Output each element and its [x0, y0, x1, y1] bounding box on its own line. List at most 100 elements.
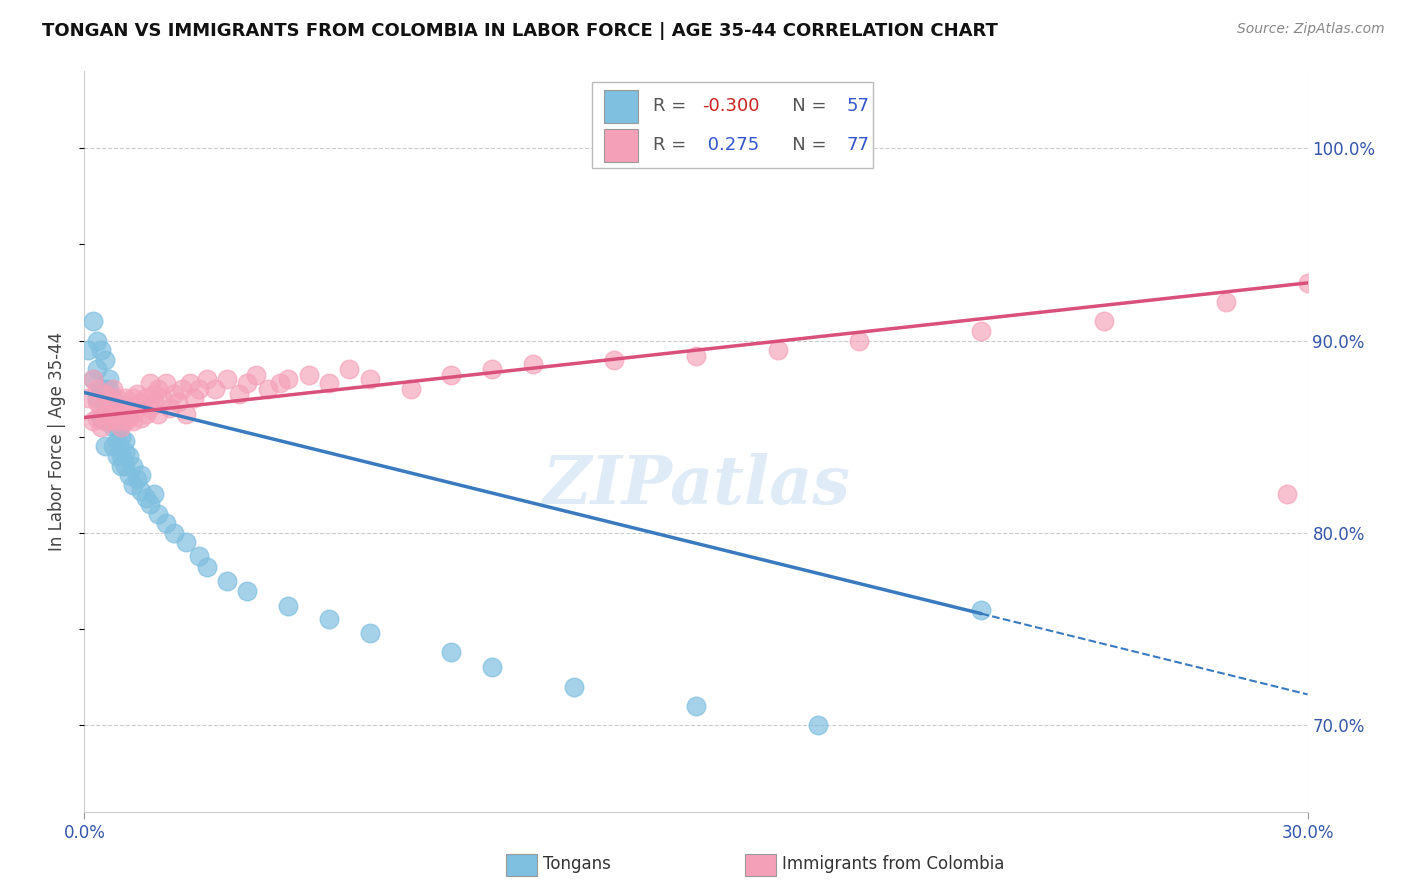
Text: 0.275: 0.275 [702, 136, 759, 154]
Point [195, 372, 218, 386]
Point [970, 324, 993, 338]
Point [179, 376, 201, 390]
Point [97, 414, 120, 428]
Point [155, 376, 177, 390]
Point [339, 362, 361, 376]
Point [101, 410, 124, 425]
Point [86, 410, 108, 425]
Point [93, 407, 115, 421]
Point [105, 434, 128, 448]
Point [105, 414, 128, 428]
Point [122, 478, 145, 492]
Point [481, 660, 503, 674]
Bar [605, 128, 638, 162]
Point [110, 430, 132, 444]
Point [86, 391, 108, 405]
Point [163, 387, 186, 401]
Point [142, 487, 165, 501]
Point [122, 391, 145, 405]
Text: -0.300: -0.300 [702, 97, 759, 115]
Point [86, 334, 108, 348]
Point [114, 391, 136, 405]
Point [155, 516, 177, 531]
Point [135, 391, 157, 405]
Point [110, 401, 132, 415]
Text: N =: N = [776, 97, 832, 115]
Point [138, 376, 160, 390]
Point [318, 612, 340, 626]
Point [146, 382, 169, 396]
Point [236, 583, 259, 598]
Point [93, 414, 115, 428]
Point [481, 362, 503, 376]
Point [440, 368, 463, 383]
Point [522, 357, 544, 371]
Point [183, 391, 205, 405]
Point [131, 395, 153, 409]
FancyBboxPatch shape [592, 82, 873, 168]
Point [131, 483, 153, 498]
Point [1092, 314, 1115, 328]
Point [77, 391, 100, 405]
Point [97, 401, 120, 415]
Text: 77: 77 [846, 136, 869, 154]
Point [138, 401, 160, 415]
Point [110, 449, 132, 463]
Point [217, 574, 239, 588]
Point [440, 645, 463, 659]
Text: Tongans: Tongans [543, 855, 610, 873]
Point [127, 387, 149, 401]
Point [685, 349, 707, 363]
Point [93, 352, 115, 367]
Point [93, 382, 115, 396]
Point [146, 407, 169, 421]
Point [318, 376, 340, 390]
Point [150, 391, 173, 405]
Text: TONGAN VS IMMIGRANTS FROM COLOMBIA IN LABOR FORCE | AGE 35-44 CORRELATION CHART: TONGAN VS IMMIGRANTS FROM COLOMBIA IN LA… [42, 22, 998, 40]
Point [101, 410, 124, 425]
Point [195, 560, 218, 574]
Point [82, 314, 104, 328]
Point [93, 439, 115, 453]
Text: R =: R = [654, 97, 692, 115]
Point [766, 343, 789, 358]
Point [807, 718, 830, 732]
Point [359, 626, 381, 640]
Point [118, 468, 141, 483]
Point [114, 414, 136, 428]
Point [228, 387, 250, 401]
Point [277, 599, 299, 613]
Point [131, 468, 153, 483]
Point [114, 458, 136, 473]
Point [269, 376, 291, 390]
Point [101, 420, 124, 434]
Point [97, 414, 120, 428]
Point [105, 391, 128, 405]
Point [105, 449, 128, 463]
Point [97, 382, 120, 396]
Point [257, 382, 280, 396]
Point [146, 507, 169, 521]
Point [187, 382, 209, 396]
Point [603, 352, 626, 367]
Point [105, 407, 128, 421]
Point [122, 414, 145, 428]
Point [97, 372, 120, 386]
Point [93, 410, 115, 425]
Text: R =: R = [654, 136, 692, 154]
Point [174, 535, 197, 549]
Y-axis label: In Labor Force | Age 35-44: In Labor Force | Age 35-44 [48, 332, 66, 551]
Point [127, 401, 149, 415]
Point [1277, 487, 1299, 501]
Point [163, 525, 186, 540]
Point [110, 458, 132, 473]
Point [105, 420, 128, 434]
Point [118, 401, 141, 415]
Point [174, 407, 197, 421]
Point [562, 680, 585, 694]
Point [90, 420, 112, 434]
Text: Source: ZipAtlas.com: Source: ZipAtlas.com [1237, 22, 1385, 37]
Point [97, 391, 120, 405]
Text: 57: 57 [846, 97, 869, 115]
Point [82, 372, 104, 386]
